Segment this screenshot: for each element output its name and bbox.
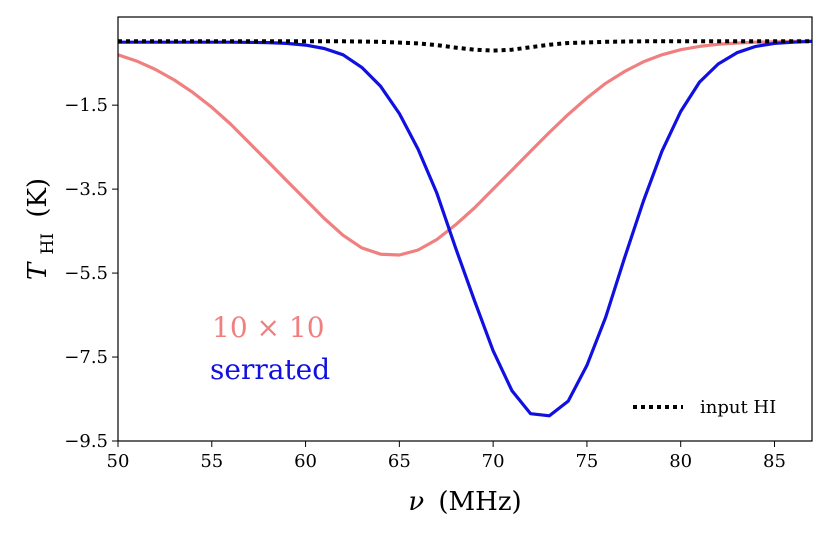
series-line-serrated: [118, 39, 812, 418]
annotation-10x10: 10 × 10: [212, 311, 325, 344]
annotation-serrated: serrated: [210, 353, 330, 386]
x-tick-label: 75: [575, 451, 598, 472]
x-tick-label: 50: [107, 451, 130, 472]
x-axis: 50 55 60 65 70 75 80 85: [107, 441, 786, 472]
x-tick-label: 65: [388, 451, 411, 472]
y-tick-label: −7.5: [64, 347, 108, 368]
x-tick-label: 80: [669, 451, 692, 472]
y-tick-label: −5.5: [64, 263, 108, 284]
plot-frame: [117, 16, 813, 442]
x-axis-unit: (MHz): [438, 487, 521, 517]
y-axis: −9.5 −7.5 −5.5 −3.5 −1.5: [64, 95, 118, 452]
y-axis-title: T HI (K): [23, 178, 60, 280]
legend-label-input-hi: input HI: [700, 397, 776, 418]
x-tick-label: 70: [482, 451, 505, 472]
legend: input HI: [633, 397, 776, 418]
x-tick-label: 60: [294, 451, 317, 472]
x-tick-label: 55: [200, 451, 223, 472]
x-tick-label: 85: [763, 451, 786, 472]
series-layer: [118, 39, 812, 418]
y-axis-subscript: HI: [38, 233, 58, 255]
series-line-10-10: [118, 39, 812, 257]
y-axis-symbol: T: [23, 261, 53, 280]
x-axis-title: ν (MHz): [408, 487, 521, 517]
series-line-input-hi: [118, 39, 812, 53]
x-axis-symbol: ν: [408, 487, 424, 517]
y-tick-label: −3.5: [64, 179, 108, 200]
y-axis-unit: (K): [23, 178, 53, 218]
y-tick-label: −1.5: [64, 95, 108, 116]
y-tick-label: −9.5: [64, 431, 108, 452]
